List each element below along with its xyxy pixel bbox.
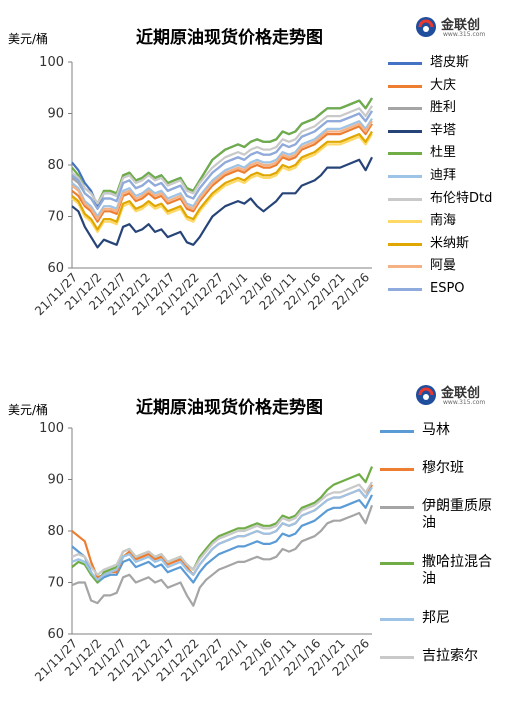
legend-swatch bbox=[388, 197, 422, 201]
series-line-3 bbox=[71, 156, 373, 249]
legend-entry: 大庆 bbox=[388, 77, 492, 100]
legend-swatch bbox=[388, 129, 422, 133]
legend-entry: 塔皮斯 bbox=[388, 54, 492, 77]
legend-swatch bbox=[388, 62, 422, 65]
series-line-4 bbox=[71, 486, 373, 581]
series-line-8 bbox=[71, 130, 373, 231]
legend-top: 塔皮斯大庆胜利辛塔杜里迪拜布伦特Dtd 南海米纳斯阿曼 ESPO bbox=[388, 54, 492, 303]
legend-entry: 杜里 bbox=[388, 144, 492, 167]
series-line-10 bbox=[71, 110, 373, 210]
legend-entry: 米纳斯 bbox=[388, 235, 492, 258]
logo-mark-icon bbox=[416, 17, 436, 37]
legend-swatch bbox=[388, 152, 422, 156]
legend-label: 马林 bbox=[422, 422, 450, 438]
legend-entry: 邦尼 bbox=[380, 610, 492, 648]
legend-swatch bbox=[380, 656, 414, 659]
logo-subtext: www.315.com bbox=[443, 31, 486, 38]
series-line-6 bbox=[71, 105, 373, 205]
logo-name: 金联创 bbox=[441, 18, 481, 33]
legend-swatch bbox=[388, 107, 422, 111]
legend-bottom: 马林穆尔班伊朗重质原油 撒哈拉混合油邦尼吉拉索尔 bbox=[380, 422, 492, 692]
y-tick-label: 60 bbox=[47, 627, 64, 642]
legend-label: 塔皮斯 bbox=[430, 55, 470, 70]
legend-entry: 穆尔班 bbox=[380, 460, 492, 498]
legend-label: 伊朗重质原油 bbox=[422, 498, 492, 531]
legend-label: 胜利 bbox=[430, 100, 457, 116]
legend-label: 迪拜 bbox=[430, 167, 457, 183]
line-chart-bottom: 6070809010021/11/2721/12/221/12/721/12/1… bbox=[32, 421, 374, 684]
legend-swatch bbox=[380, 618, 414, 621]
y-tick-label: 70 bbox=[47, 210, 64, 225]
legend-entry: 辛塔 bbox=[388, 122, 492, 145]
y-tick-label: 70 bbox=[47, 576, 64, 591]
legend-label: 布伦特Dtd bbox=[430, 190, 493, 206]
legend-swatch bbox=[380, 562, 414, 565]
legend-entry: 布伦特Dtd bbox=[388, 190, 492, 213]
legend-entry: 迪拜 bbox=[388, 167, 492, 190]
legend-swatch bbox=[388, 265, 422, 269]
legend-label: 阿曼 bbox=[430, 258, 457, 274]
legend-entry: 吉拉索尔 bbox=[380, 648, 492, 692]
legend-label: 撒哈拉混合油 bbox=[422, 554, 492, 587]
legend-label: 米纳斯 bbox=[430, 235, 470, 251]
series-line-5 bbox=[71, 481, 373, 576]
legend-label: ESPO bbox=[430, 280, 465, 296]
chart-title: 近期原油现货价格走势图 bbox=[136, 398, 323, 418]
chart-title: 近期原油现货价格走势图 bbox=[136, 28, 323, 48]
chart-panel-bottom: 美元/桶 近期原油现货价格走势图 金联创 www.315.com 60 70 80 9… bbox=[0, 364, 528, 728]
legend-entry: 撒哈拉混合油 bbox=[380, 554, 492, 610]
y-tick-label: 100 bbox=[39, 421, 64, 436]
legend-label: 穆尔班 bbox=[422, 460, 464, 476]
legend-entry: 伊朗重质原油 bbox=[380, 498, 492, 554]
y-axis-unit: 美元/桶 bbox=[8, 403, 49, 417]
y-tick-label: 100 bbox=[39, 55, 64, 70]
legend-label: 大庆 bbox=[430, 77, 457, 93]
line-chart-top: 6070809010021/11/2721/12/221/12/721/12/1… bbox=[32, 55, 373, 318]
logo-name: 金联创 bbox=[441, 386, 481, 401]
legend-swatch bbox=[380, 430, 414, 433]
legend-label: 辛塔 bbox=[430, 122, 457, 138]
series-line-0 bbox=[71, 494, 373, 584]
logo-subtext: www.315.com bbox=[443, 399, 486, 406]
legend-label: 杜里 bbox=[430, 145, 457, 161]
legend-swatch bbox=[380, 468, 414, 471]
legend-entry: 南海 bbox=[388, 212, 492, 235]
y-axis-unit: 美元/桶 bbox=[8, 32, 49, 46]
series-line-7 bbox=[71, 133, 373, 233]
legend-entry: 阿曼 bbox=[388, 257, 492, 280]
y-tick-label: 80 bbox=[47, 524, 64, 539]
legend-swatch bbox=[380, 506, 414, 509]
legend-swatch bbox=[388, 287, 422, 291]
brand-logo: 金联创 www.315.com bbox=[415, 382, 501, 412]
y-tick-label: 80 bbox=[47, 158, 64, 173]
legend-swatch bbox=[388, 174, 422, 178]
legend-label: 吉拉索尔 bbox=[422, 648, 478, 664]
legend-entry: 马林 bbox=[380, 422, 492, 460]
brand-logo: 金联创 www.315.com bbox=[415, 14, 501, 44]
logo-mark-icon bbox=[416, 385, 436, 405]
series-line-2 bbox=[71, 504, 374, 607]
chart-panel-top: 美元/桶 近期原油现货价格走势图 金联创 www.315.com 60 70 80 9… bbox=[8, 14, 501, 318]
y-tick-label: 90 bbox=[47, 107, 64, 122]
legend-swatch bbox=[388, 242, 422, 246]
legend-entry: ESPO bbox=[388, 280, 492, 303]
legend-entry: 胜利 bbox=[388, 99, 492, 122]
series-line-9 bbox=[71, 120, 373, 221]
y-tick-label: 60 bbox=[47, 261, 64, 276]
legend-label: 邦尼 bbox=[422, 610, 450, 626]
legend-swatch bbox=[388, 84, 422, 88]
y-tick-label: 90 bbox=[47, 473, 64, 488]
legend-label: 南海 bbox=[430, 213, 457, 229]
legend-swatch bbox=[388, 220, 422, 224]
